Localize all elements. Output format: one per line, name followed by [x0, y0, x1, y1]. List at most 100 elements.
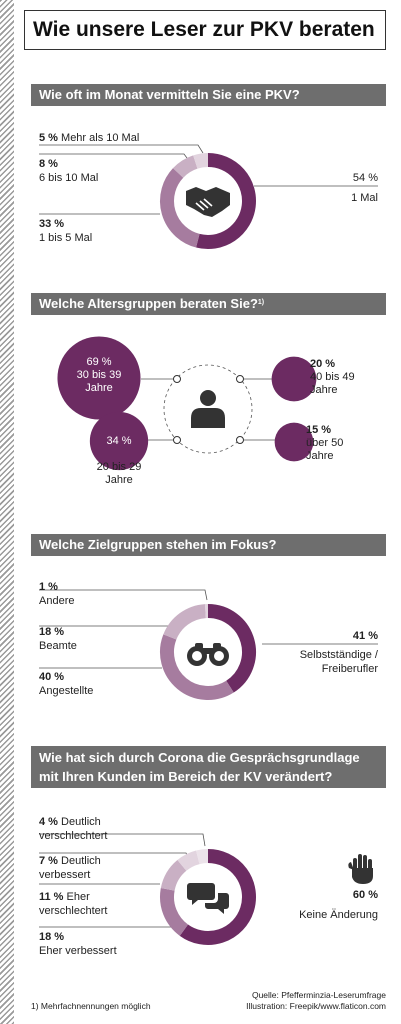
bubble-label-50-plus: 15 % über 50 Jahre: [306, 424, 343, 463]
donut-segment-6-bis-10-mal: [173, 155, 198, 179]
handshake-icon: [186, 187, 230, 217]
ring-nodes: [173, 375, 244, 444]
donut-segment-mehr-als-10-mal: [193, 153, 209, 169]
illustration-credit: Illustration: Freepik/www.flaticon.com: [246, 1001, 386, 1011]
bubble-label-20-29-pct: 34 %: [106, 435, 132, 447]
bubble-label-30-39: 69 % 30 bis 39 Jahre: [58, 356, 140, 395]
label-text: 1 bis 5 Mal: [39, 232, 93, 244]
donut-segment-1-mal: [196, 153, 256, 249]
label-deutlich-verbessert: 7 % Deutlich verbessert: [39, 854, 101, 882]
source: Quelle: Pfefferminzia-Leserumfrage: [251, 990, 386, 1000]
label-text: 40 bis 49: [310, 371, 355, 383]
donut-segment-keine-änderung: [179, 849, 256, 945]
donut-segment-deutlich-verbessert: [177, 850, 200, 872]
label-text: Jahre: [85, 382, 113, 394]
section-heading-frequency: Wie oft im Monat vermitteln Sie eine PKV…: [31, 84, 386, 106]
label-text: Mehr als 10 Mal: [61, 132, 140, 144]
donut-chart-frequency: [160, 153, 256, 249]
label-text: Keine Änderung: [299, 909, 378, 921]
leader-line: [39, 589, 208, 601]
section-heading-corona-line1: Wie hat sich durch Corona die Gesprächsg…: [39, 750, 360, 765]
label-text: Deutlich: [61, 855, 101, 867]
raised-hand-icon: [348, 854, 373, 884]
label-text: 6 bis 10 Mal: [39, 172, 99, 184]
label-text: über 50: [306, 437, 344, 449]
bubble-40-bis-49-jahre: [271, 356, 317, 402]
label-pct: 40 %: [39, 671, 65, 683]
label-text: Jahre: [105, 474, 133, 486]
ring-node: [236, 375, 244, 383]
label-text: Selbstständige /: [299, 649, 378, 661]
label-text: Eher: [66, 891, 90, 903]
label-pct: 69 %: [86, 356, 112, 368]
label-text: Beamte: [39, 640, 77, 652]
section-heading-corona-line2: mit Ihren Kunden im Bereich der KV verän…: [39, 769, 333, 784]
bubble-über-50-jahre: [274, 422, 314, 462]
label-1-to-5: 33 % 1 bis 5 Mal: [39, 217, 92, 245]
label-text: verschlechtert: [39, 905, 108, 917]
bubble-label-20-29: 20 bis 29 Jahre: [78, 461, 160, 487]
label-text: Jahre: [310, 384, 338, 396]
bubble-30-bis-39-jahre: [57, 336, 141, 420]
label-pct: 18 %: [39, 931, 65, 943]
label-pct: 1 %: [39, 581, 58, 593]
label-text: Eher verbessert: [39, 945, 117, 957]
donut-segment-selbstständige-freiberufler: [207, 604, 256, 693]
label-pct: 41 %: [352, 630, 378, 642]
section-heading-corona: Wie hat sich durch Corona die Gesprächsg…: [31, 746, 386, 788]
label-text-1-mal: 1 Mal: [351, 192, 378, 204]
label-eher-verschlechtert: 11 % Eher verschlechtert: [39, 890, 107, 918]
label-text: 30 bis 39: [76, 369, 122, 381]
label-pct: 11 %: [39, 891, 64, 903]
label-deutlich-verschlechtert: 4 % Deutlich verschlechtert: [39, 815, 107, 843]
label-text: Angestellte: [39, 685, 94, 697]
age-bubbles: [57, 336, 317, 471]
dashed-ring: [163, 364, 253, 454]
page-title: Wie unsere Leser zur PKV beraten: [24, 10, 386, 50]
footnote-mark: 1): [257, 299, 265, 306]
label-pct: 7 %: [39, 855, 58, 867]
leaders-target-groups: [39, 589, 378, 669]
label-pct: 15 %: [306, 424, 332, 436]
label-pct: 4 %: [39, 816, 58, 828]
label-pct: 18 %: [39, 626, 65, 638]
donut-segment-1-bis-5-mal: [160, 168, 200, 248]
label-more-than-10: 5 % Mehr als 10 Mal: [39, 131, 139, 145]
bubble-20-bis-29-jahre: [89, 411, 149, 471]
section-heading-age-text: Welche Altersgruppen beraten Sie?: [39, 296, 258, 311]
donut-chart-target-groups: [160, 604, 256, 700]
label-text: Deutlich: [61, 816, 101, 828]
ring-node: [173, 375, 181, 383]
label-angestellte: 40 % Angestellte: [39, 670, 93, 698]
binoculars-icon: [187, 643, 229, 666]
leader-line: [39, 833, 206, 847]
ring-node: [173, 436, 181, 444]
label-text: 20 bis 29: [96, 461, 142, 473]
label-6-to-10: 8 % 6 bis 10 Mal: [39, 157, 98, 185]
donut-segment-deutlich-verschlechtert: [196, 849, 209, 865]
label-keine-aenderung: 60 % Keine Änderung: [280, 888, 378, 922]
bubble-label-40-49: 20 % 40 bis 49 Jahre: [310, 358, 355, 397]
label-pct: 5 %: [39, 132, 58, 144]
label-text: verbessert: [39, 869, 91, 881]
label-beamte: 18 % Beamte: [39, 625, 77, 653]
hatched-margin: [0, 0, 14, 1024]
label-pct: 8 %: [39, 158, 58, 170]
section-heading-age: Welche Altersgruppen beraten Sie?1): [31, 293, 386, 315]
footnote: 1) Mehrfachnennungen möglich: [31, 1001, 151, 1011]
label-text: verschlechtert: [39, 830, 108, 842]
leader-line: [39, 144, 204, 154]
label-andere: 1 % Andere: [39, 580, 74, 608]
label-eher-verbessert: 18 % Eher verbessert: [39, 930, 117, 958]
label-pct: 33 %: [39, 218, 65, 230]
label-pct-1-mal: 54 %: [352, 172, 378, 184]
label-selbststaendige: 41 % Selbstständige / Freiberufler: [270, 629, 378, 676]
section-heading-target-groups: Welche Zielgruppen stehen im Fokus?: [31, 534, 386, 556]
ring-node: [236, 436, 244, 444]
label-pct: 60 %: [352, 889, 378, 901]
donut-segment-eher-verbessert: [160, 888, 189, 936]
person-icon: [191, 390, 225, 428]
speech-bubbles-icon: [187, 883, 229, 914]
donut-segment-angestellte: [160, 634, 234, 700]
